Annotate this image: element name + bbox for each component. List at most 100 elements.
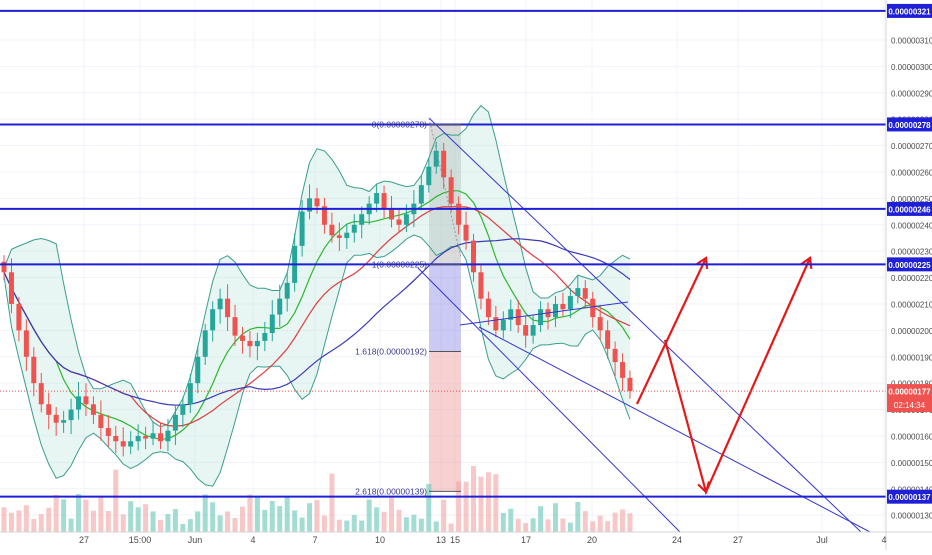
- candle-body: [359, 214, 365, 225]
- volume-bar: [418, 518, 424, 532]
- candle-body: [344, 232, 350, 238]
- x-tick-label: 4: [881, 535, 886, 545]
- y-tick-label: 0.00000160: [891, 432, 932, 441]
- candle-body: [418, 185, 424, 204]
- volume-bar: [239, 506, 245, 532]
- volume-bar: [150, 511, 156, 532]
- volume-bar: [582, 511, 588, 532]
- volume-bar: [277, 506, 283, 532]
- volume-bar: [471, 466, 476, 532]
- countdown-text: 02:14:34: [894, 401, 926, 410]
- candle-body: [530, 325, 536, 336]
- volume-bar: [120, 514, 126, 532]
- level-tag-text: 0.00000278: [888, 121, 931, 130]
- y-tick-label: 0.00000310: [891, 36, 932, 45]
- volume-bar: [158, 519, 163, 532]
- candle-body: [597, 317, 603, 331]
- candle-body: [1, 261, 7, 273]
- volume-bar: [135, 507, 141, 532]
- volume-bar: [448, 523, 454, 532]
- candle-body: [448, 177, 454, 204]
- volume-bar: [396, 509, 402, 532]
- candle-body: [225, 298, 231, 318]
- volume-bar: [612, 512, 618, 532]
- volume-bar: [172, 509, 178, 532]
- volume-bar: [403, 517, 409, 532]
- volume-bar: [605, 521, 611, 532]
- volume-bar: [336, 519, 342, 532]
- candle-body: [567, 296, 573, 310]
- candle-body: [38, 383, 44, 405]
- candle-body: [463, 224, 469, 241]
- candle-body: [210, 309, 216, 331]
- candle-body: [329, 224, 335, 236]
- candle-body: [381, 193, 387, 209]
- x-tick-label: 27: [733, 535, 743, 545]
- level-tag: [887, 257, 932, 272]
- price-axis[interactable]: 0.000001300.000001400.000001500.00000160…: [887, 3, 932, 521]
- x-tick-label: 15:00: [129, 535, 152, 545]
- candle-body: [180, 404, 186, 415]
- candle-body: [441, 150, 447, 178]
- volume-bar: [76, 494, 82, 532]
- y-tick-label: 0.00000240: [891, 221, 932, 230]
- trend-lines[interactable]: [417, 117, 871, 532]
- volume-bar: [530, 518, 536, 532]
- bollinger-lower: [3, 234, 631, 487]
- volume-bar: [515, 518, 521, 532]
- candle-body: [552, 303, 558, 318]
- volume-bar: [1, 507, 7, 532]
- candle-body: [46, 404, 52, 415]
- volume-bar: [128, 501, 134, 532]
- x-tick-label: 27: [79, 535, 89, 545]
- candle-body: [98, 414, 104, 429]
- volume-bar: [90, 510, 96, 532]
- volume-bar: [411, 514, 417, 532]
- candle-body: [31, 356, 37, 384]
- volume-bar: [83, 499, 89, 532]
- y-tick-label: 0.00000210: [891, 300, 932, 309]
- fib-zone-red: [429, 351, 461, 492]
- volume-bar: [478, 476, 484, 532]
- x-tick-label: 7: [312, 535, 317, 545]
- fib-zone-blue: [429, 264, 461, 352]
- candle-body: [485, 298, 491, 318]
- candle-body: [128, 441, 134, 447]
- candle-body: [158, 433, 163, 442]
- fib-labels: 0(0.00000278) 1(0.00000225) 1.618(0.000001…: [355, 119, 461, 496]
- volume-bar: [31, 519, 37, 532]
- volume-bar: [299, 517, 305, 532]
- candle-body: [456, 203, 462, 225]
- candle-body: [23, 330, 29, 357]
- volume-bar: [98, 496, 104, 532]
- y-tick-label: 0.00000260: [891, 168, 932, 177]
- volume-bar: [545, 519, 551, 532]
- candle-body: [403, 214, 409, 225]
- volume-bar: [426, 483, 432, 532]
- volume-bars: [1, 466, 633, 532]
- x-tick-label: Jul: [816, 535, 828, 545]
- candle-body: [202, 330, 208, 357]
- volume-bar: [433, 521, 439, 532]
- volume-bar: [269, 500, 275, 532]
- volume-bar: [292, 510, 298, 532]
- volume-bar: [627, 513, 633, 532]
- y-tick-label: 0.00000200: [891, 327, 932, 336]
- volume-bar: [567, 522, 573, 532]
- candle-body: [165, 430, 171, 442]
- volume-bar: [597, 515, 603, 532]
- volume-bar: [195, 511, 201, 532]
- volume-bar: [456, 481, 462, 532]
- volume-bar: [351, 514, 357, 532]
- time-axis[interactable]: 27 15:00 Jun 4 7 10 13 15 17 20 24 27 Jul 4: [79, 535, 887, 545]
- x-tick-label: 15: [450, 535, 460, 545]
- fib-shading: [429, 124, 461, 492]
- candle-body: [113, 435, 119, 442]
- candle-body: [76, 396, 82, 410]
- volume-bar: [180, 523, 186, 532]
- level-tag: [887, 201, 932, 216]
- candle-body: [120, 441, 126, 447]
- candle-body: [217, 298, 223, 310]
- level-tag-text: 0.00000246: [888, 205, 931, 214]
